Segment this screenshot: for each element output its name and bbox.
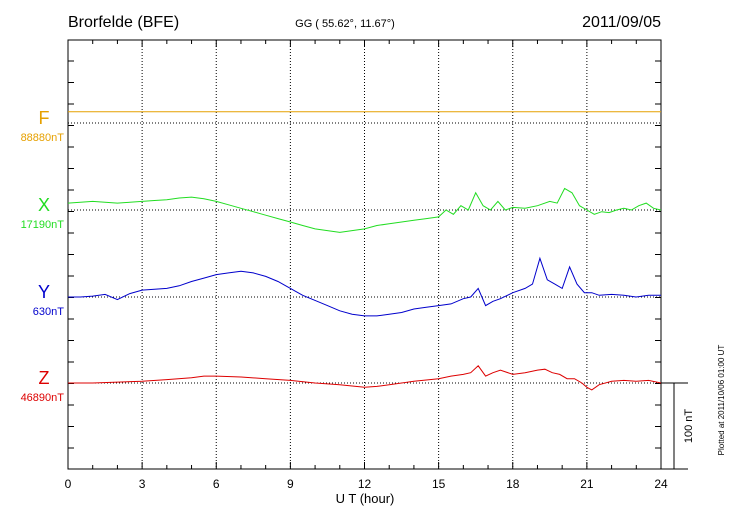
- x-tick-label: 12: [358, 477, 372, 491]
- series-baseline-f: 88880nT: [21, 132, 65, 144]
- series-label-x: X: [38, 195, 50, 215]
- series-label-f: F: [39, 108, 50, 128]
- x-tick-label: 0: [65, 477, 72, 491]
- x-tick-label: 6: [213, 477, 220, 491]
- x-tick-label: 9: [287, 477, 294, 491]
- series-label-z: Z: [39, 368, 50, 388]
- series-labels: F 88880nT X 17190nT Y 630nT Z 46890nT: [21, 108, 65, 404]
- traces: [67, 111, 662, 391]
- x-tick-label: 21: [580, 477, 594, 491]
- x-tick-label: 18: [506, 477, 520, 491]
- trace-z: [68, 365, 662, 391]
- chart-title-station: Brorfelde (BFE): [68, 14, 179, 31]
- x-tick-label: 15: [432, 477, 446, 491]
- trace-x: [67, 187, 662, 233]
- gridlines: [68, 40, 661, 469]
- plot-frame: [67, 39, 662, 470]
- scale-bar: 100 nT: [661, 382, 695, 470]
- x-tick-label: 24: [654, 477, 668, 491]
- series-baseline-z: 46890nT: [21, 392, 65, 404]
- series-baseline-y: 630nT: [33, 306, 64, 318]
- trace-y: [68, 256, 661, 317]
- axis-ticks: [67, 40, 662, 469]
- chart-title-coords: GG ( 55.62°, 11.67°): [295, 18, 395, 30]
- plotted-note: Plotted at 2011/10/06 01:00 UT: [717, 345, 726, 456]
- series-baseline-x: 17190nT: [21, 219, 65, 231]
- chart-title-date: 2011/09/05: [582, 14, 661, 31]
- series-label-y: Y: [38, 282, 50, 302]
- x-tick-labels: 0 3 6 9 12 15 18 21 24: [65, 477, 668, 491]
- scale-bar-label: 100 nT: [683, 409, 695, 444]
- x-axis-label: U T (hour): [336, 491, 395, 506]
- x-tick-label: 3: [139, 477, 146, 491]
